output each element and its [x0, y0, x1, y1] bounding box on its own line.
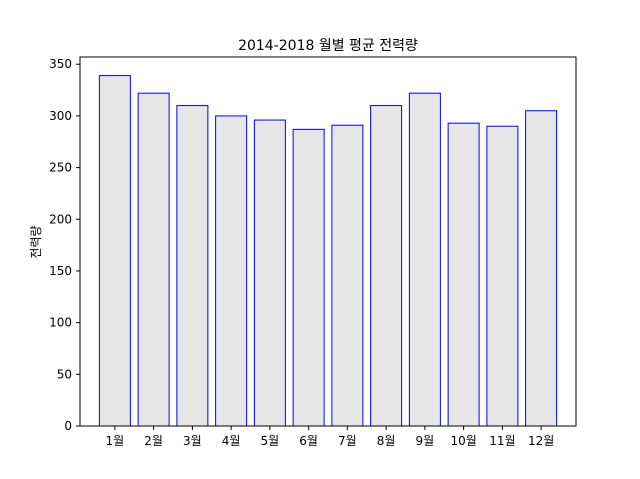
y-tick-label: 150: [49, 264, 72, 278]
x-tick-label: 5월: [261, 434, 280, 448]
y-axis-label: 전력량: [29, 225, 43, 258]
x-tick-label: 6월: [299, 434, 318, 448]
chart-title: 2014-2018 월별 평균 전력량: [238, 38, 418, 54]
y-tick-label: 50: [57, 367, 72, 381]
bar-2: [137, 92, 170, 427]
bar-4: [215, 115, 248, 427]
y-tick-label: 200: [49, 212, 72, 226]
x-tick-label: 11월: [489, 434, 515, 448]
x-tick-label: 2월: [144, 434, 163, 448]
bar-10: [447, 122, 480, 427]
bar-5: [253, 119, 286, 427]
bar-9: [408, 92, 441, 427]
x-tick-label: 1월: [106, 434, 125, 448]
y-axis: 0 50 100 150 200 250 300 350: [49, 57, 80, 433]
y-tick-label: 250: [49, 161, 72, 175]
bar-7: [331, 124, 364, 427]
x-tick-label: 3월: [183, 434, 202, 448]
bar-11: [486, 125, 519, 427]
bar-12: [525, 110, 558, 427]
y-tick-label: 100: [49, 316, 72, 330]
bar-1: [98, 75, 131, 427]
x-tick-label: 4월: [222, 434, 241, 448]
x-tick-label: 8월: [377, 434, 396, 448]
x-tick-label: 10월: [450, 434, 476, 448]
y-tick-label: 350: [49, 57, 72, 71]
x-tick-label: 12월: [528, 434, 554, 448]
x-tick-label: 9월: [416, 434, 435, 448]
bars-group: [98, 75, 558, 427]
plot-frame: [79, 56, 577, 427]
bar-3: [176, 105, 209, 427]
bar-6: [292, 128, 325, 427]
bar-8: [370, 105, 403, 427]
x-axis: 1월 2월 3월 4월 5월 6월 7월 8월 9월 10월 11월 12월: [106, 426, 554, 448]
y-tick-label: 0: [64, 419, 72, 433]
y-tick-label: 300: [49, 109, 72, 123]
x-tick-label: 7월: [338, 434, 357, 448]
